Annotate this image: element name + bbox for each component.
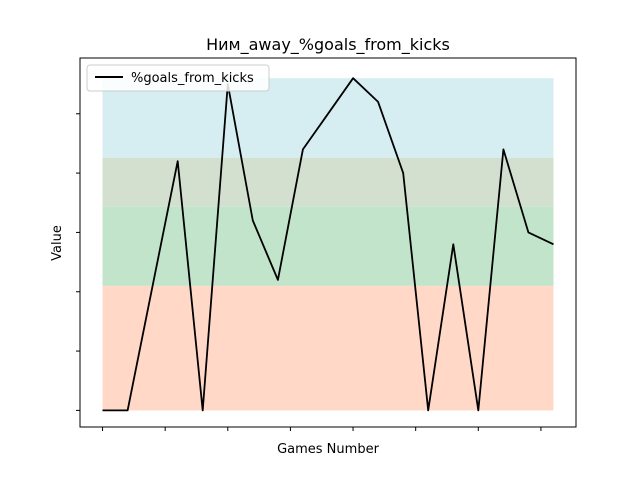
legend-entry: %goals_from_kicks (131, 71, 254, 86)
legend-box (86, 64, 270, 92)
plot-frame (79, 57, 577, 428)
chart-title: Ним_away_%goals_from_kicks (206, 35, 450, 55)
series-lines (102, 77, 554, 412)
band-1 (102, 206, 554, 286)
x-axis-label: Games Number (277, 442, 379, 457)
series-line-0 (102, 77, 554, 412)
band-0 (102, 285, 554, 411)
axis-ticks (76, 113, 542, 431)
y-axis-label: Value (50, 225, 65, 261)
legend: %goals_from_kicks (86, 64, 270, 92)
background-bands (102, 78, 554, 411)
